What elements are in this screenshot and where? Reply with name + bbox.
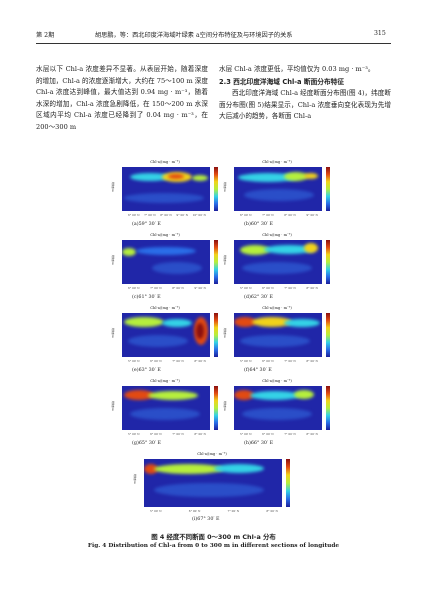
- left-paragraph: 水层以下 Chl-a 浓度差异不显著。从表层开始，随着深度的增加，Chl-a 的…: [36, 65, 208, 131]
- colorbar-title: Chl-a/(mg · m⁻³): [262, 160, 292, 164]
- panel-caption: (b)60° 30′ E: [244, 222, 274, 227]
- section-plot: [122, 386, 210, 430]
- colorbar-title: Chl-a/(mg · m⁻³): [150, 160, 180, 164]
- colorbar: [214, 313, 218, 357]
- y-axis-label: 深度/m: [223, 328, 227, 338]
- colorbar: [214, 240, 218, 284]
- y-axis-label: 深度/m: [111, 401, 115, 411]
- x-ticks: 5° 00′ N 6° 00′ N 7° 00′ N 8° 00′ N: [128, 359, 206, 363]
- panel-g: Chl-a/(mg · m⁻³) 深度/m 5° 00′ N 6° 00′ N 7°…: [110, 379, 220, 449]
- panel-caption: (h)66° 30′ E: [244, 441, 274, 446]
- section-plot: [122, 240, 210, 284]
- y-axis-label: 深度/m: [111, 328, 115, 338]
- colorbar-title: Chl-a/(mg · m⁻³): [150, 379, 180, 383]
- panel-caption: (i)67° 30′ E: [192, 517, 220, 522]
- colorbar-title: Chl-a/(mg · m⁻³): [150, 306, 180, 310]
- right-paragraph-2: 西北印度洋海域 Chl-a 经度断面分布图(图 4)，纬度断面分布图(图 5)结…: [219, 89, 391, 121]
- x-ticks: 5° 00′ N 6° 00′ N 7° 00′ N 8° 00′ N: [240, 286, 318, 290]
- x-ticks: 5° 00′ N 6° 00′ N 7° 00′ N 8° 00′ N: [128, 432, 206, 436]
- panel-i: Chl-a/(mg · m⁻³) 深度/m 5° 00′ N 6° 00′ N 7°…: [132, 452, 292, 527]
- x-ticks: 5° 00′ N 6° 00′ N 7° 00′ N 8° 00′ N: [240, 432, 318, 436]
- x-ticks: 5° 00′ N 6° 00′ N 7° 00′ N 8° 00′ N: [240, 359, 318, 363]
- left-column: 水层以下 Chl-a 浓度差异不显著。从表层开始，随着深度的增加，Chl-a 的…: [36, 64, 208, 134]
- running-title: 胡思鹏，等：西北印度洋海域叶绿素 a空间分布特征及与环境因子的关系: [95, 32, 293, 39]
- panel-caption: (g)65° 30′ E: [132, 441, 162, 446]
- section-plot: [144, 459, 282, 507]
- colorbar: [326, 313, 330, 357]
- panel-caption: (e)63° 30′ E: [132, 368, 161, 373]
- panel-caption: (f)64° 30′ E: [244, 368, 272, 373]
- panel-e: Chl-a/(mg · m⁻³) 深度/m 5° 00′ N 6° 00′ N 7°…: [110, 306, 220, 376]
- colorbar: [326, 167, 330, 211]
- colorbar-title: Chl-a/(mg · m⁻³): [197, 452, 227, 456]
- section-plot: [122, 167, 210, 211]
- journal-issue: 第 2期: [36, 32, 55, 39]
- x-ticks: 6° 00′ N 7° 00′ N 8° 00′ N 9° 00′ N: [128, 286, 206, 290]
- panel-h: Chl-a/(mg · m⁻³) 深度/m 5° 00′ N 6° 00′ N 7°…: [222, 379, 332, 449]
- y-axis-label: 深度/m: [223, 182, 227, 192]
- section-plot: [122, 313, 210, 357]
- section-plot: [234, 313, 322, 357]
- y-axis-label: 深度/m: [133, 474, 137, 484]
- section-title: 2.3 西北印度洋海域 Chl-a 断面分布特征: [219, 77, 345, 86]
- x-ticks: 6° 00′ N 7° 00′ N 8° 00′ N 9° 00′ N: [240, 213, 318, 217]
- colorbar-title: Chl-a/(mg · m⁻³): [262, 379, 292, 383]
- page-number: 315: [374, 30, 386, 37]
- y-axis-label: 深度/m: [111, 182, 115, 192]
- y-axis-label: 深度/m: [223, 401, 227, 411]
- x-ticks: 6° 00′ N 7° 00′ N 8° 00′ N 9° 00′ N 10° 00′ …: [128, 213, 206, 217]
- colorbar-title: Chl-a/(mg · m⁻³): [262, 306, 292, 310]
- figure-caption-en: Fig. 4 Distribution of Chl-a from 0 to 3…: [87, 543, 340, 549]
- section-plot: [234, 167, 322, 211]
- right-column: 水层 Chl-a 浓度更低，平均值仅为 0.03 mg · m⁻³。 2.3 西…: [219, 64, 391, 123]
- colorbar: [326, 386, 330, 430]
- x-ticks: 5° 00′ N 6° 00′ N 7° 00′ N 8° 00′ N: [150, 509, 278, 513]
- colorbar: [214, 386, 218, 430]
- panel-caption: (c)61° 30′ E: [132, 295, 161, 300]
- panel-d: Chl-a/(mg · m⁻³) 深度/m 5° 00′ N 6° 00′ N 7°…: [222, 233, 332, 303]
- y-axis-label: 深度/m: [223, 255, 227, 265]
- colorbar: [214, 167, 218, 211]
- colorbar: [286, 459, 290, 507]
- panel-b: Chl-a/(mg · m⁻³) 深度/m 6° 00′ N 7° 00′ N 8°…: [222, 160, 332, 230]
- panel-a: Chl-a/(mg · m⁻³) 深度/m 6° 00′ N 7° 00′ N 8°…: [110, 160, 220, 230]
- section-plot: [234, 386, 322, 430]
- panel-f: Chl-a/(mg · m⁻³) 深度/m 5° 00′ N 6° 00′ N 7°…: [222, 306, 332, 376]
- colorbar-title: Chl-a/(mg · m⁻³): [150, 233, 180, 237]
- panel-c: Chl-a/(mg · m⁻³) 深度/m 6° 00′ N 7° 00′ N 8°…: [110, 233, 220, 303]
- right-paragraph-1: 水层 Chl-a 浓度更低，平均值仅为 0.03 mg · m⁻³。: [219, 65, 375, 73]
- colorbar: [326, 240, 330, 284]
- section-plot: [234, 240, 322, 284]
- panel-caption: (d)62° 30′ E: [244, 295, 274, 300]
- colorbar-title: Chl-a/(mg · m⁻³): [262, 233, 292, 237]
- header-rule: [36, 43, 391, 44]
- panel-caption: (a)59° 30′ E: [132, 222, 161, 227]
- y-axis-label: 深度/m: [111, 255, 115, 265]
- figure-caption-cn: 图 4 经度不同断面 0～300 m Chl-a 分布: [151, 533, 276, 541]
